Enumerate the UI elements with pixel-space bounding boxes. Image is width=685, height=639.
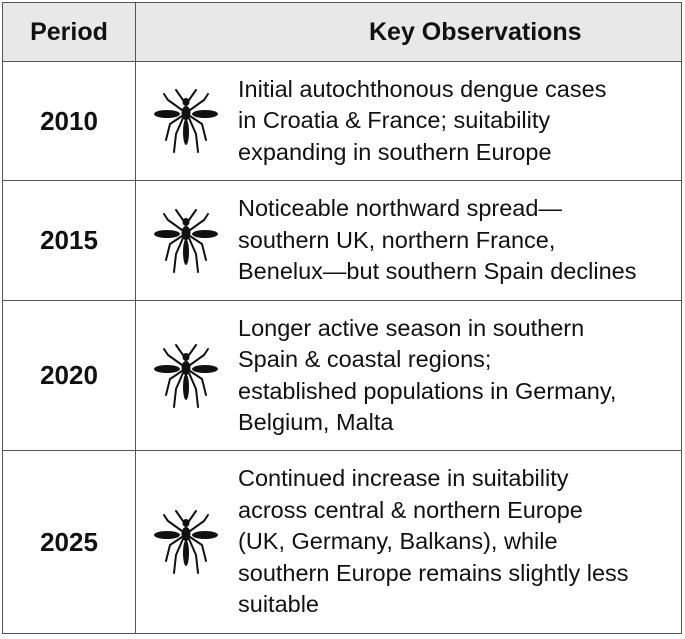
table-row: 2010 Initial autochthonous dengue cases in…	[2, 61, 682, 181]
observation-text: Initial autochthonous dengue cases in Cro…	[236, 74, 606, 169]
mosquito-icon	[136, 206, 236, 276]
observation-cell: Noticeable northward spread— southern UK,…	[135, 180, 682, 301]
period-cell: 2025	[2, 450, 136, 634]
mosquito	[154, 341, 218, 411]
cell-content: Noticeable northward spread— southern UK,…	[136, 193, 681, 288]
observation-cell: Initial autochthonous dengue cases in Cro…	[135, 61, 682, 181]
cell-content: Longer active season in southern Spain & …	[136, 313, 681, 439]
observation-text: Longer active season in southern Spain & …	[236, 313, 616, 439]
period-cell: 2020	[2, 300, 136, 451]
text-line: Initial autochthonous dengue cases	[238, 75, 607, 102]
table-row: 2015 Noticeable northward spread— southern…	[2, 180, 682, 301]
text-line: in Croatia & France; suitability	[238, 107, 551, 134]
text-line: (UK, Germany, Balkans), while	[238, 528, 558, 555]
mosquito-icon	[136, 341, 236, 411]
mosquito-icon	[136, 86, 236, 156]
text-line: established populations in Germany,	[238, 377, 617, 404]
header-cell: Key Observations	[135, 2, 682, 62]
observation-text: Noticeable northward spread— southern UK,…	[236, 193, 636, 288]
text-line: Longer active season in southern	[238, 314, 585, 341]
mosquito	[154, 86, 218, 156]
text-line: expanding in southern Europe	[238, 138, 552, 165]
observation-text: Continued increase in suitability across …	[236, 463, 629, 621]
text-line: suitable	[238, 591, 319, 618]
table-row: 2025 Continued increase in suitability acr…	[2, 450, 682, 634]
header-row: Period Key Observations	[2, 2, 682, 62]
period-cell: 2010	[2, 61, 136, 181]
table-row: 2020 Longer active season in southern Spai…	[2, 300, 682, 451]
table-body: 2010 Initial autochthonous dengue cases in…	[2, 61, 682, 634]
text-line: southern UK, northern France,	[238, 226, 556, 253]
cell-content: Continued increase in suitability across …	[136, 463, 681, 621]
text-line: Benelux—but southern Spain declines	[238, 258, 637, 285]
header-cell: Period	[2, 2, 136, 62]
cell-content: Initial autochthonous dengue cases in Cro…	[136, 74, 681, 169]
mosquito-icon	[136, 507, 236, 577]
text-line: Continued increase in suitability	[238, 465, 569, 492]
mosquito	[154, 206, 218, 276]
text-line: southern Europe remains slightly less	[238, 559, 629, 586]
text-line: Noticeable northward spread—	[238, 195, 562, 222]
observation-cell: Continued increase in suitability across …	[135, 450, 682, 634]
mosquito	[154, 507, 218, 577]
observation-cell: Longer active season in southern Spain & …	[135, 300, 682, 451]
period-cell: 2015	[2, 180, 136, 301]
text-line: Belgium, Malta	[238, 409, 394, 435]
text-line: Spain & coastal regions;	[238, 346, 492, 372]
text-line: across central & northern Europe	[238, 496, 583, 523]
